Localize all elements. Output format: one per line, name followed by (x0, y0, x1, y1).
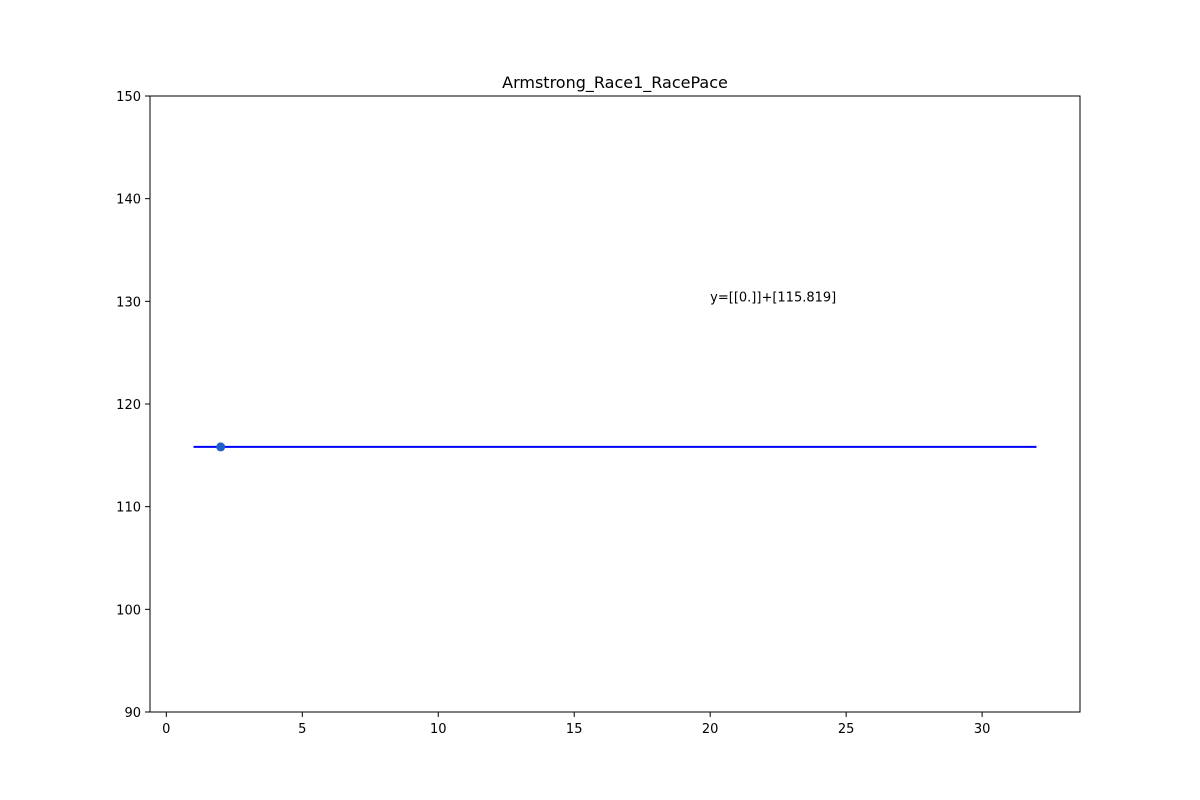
data-point (216, 442, 226, 452)
chart-title: Armstrong_Race1_RacePace (502, 73, 728, 93)
y-tick-label: 150 (116, 90, 141, 105)
y-tick-label: 120 (116, 398, 141, 413)
x-tick-label: 5 (298, 722, 306, 737)
y-tick-label: 90 (124, 706, 141, 721)
x-tick-label: 0 (162, 722, 170, 737)
y-tick-label: 140 (116, 193, 141, 208)
x-tick-label: 30 (974, 722, 991, 737)
plot-area: 0 5 10 15 20 25 30 90 100 110 120 130 140 150 y=[[0.]]… (116, 90, 1081, 737)
x-tick-label: 20 (702, 722, 719, 737)
x-tick-label: 25 (838, 722, 855, 737)
y-tick-label: 100 (116, 603, 141, 618)
equation-annotation: y=[[0.]]+[115.819] (710, 290, 836, 305)
y-tick-label: 130 (116, 295, 141, 310)
y-tick-label: 110 (116, 501, 141, 516)
x-tick-label: 10 (430, 722, 447, 737)
x-tick-label: 15 (566, 722, 583, 737)
